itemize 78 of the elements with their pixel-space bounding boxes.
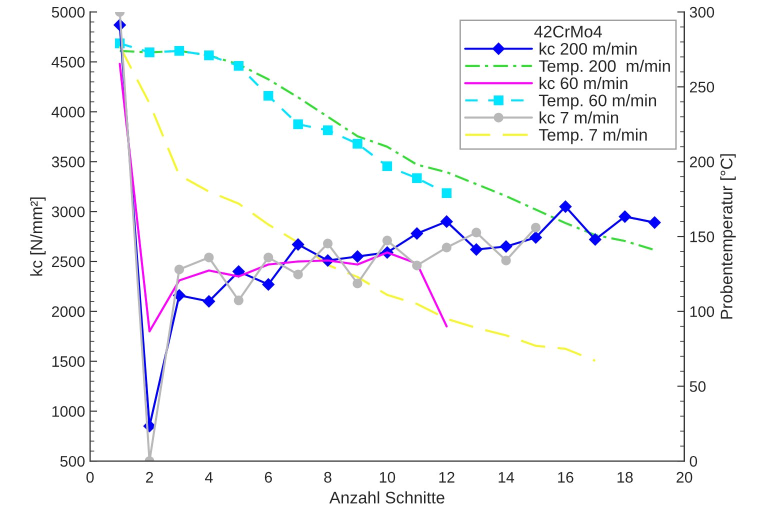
point bbox=[501, 256, 511, 266]
point bbox=[618, 210, 631, 223]
x-tick-label: 8 bbox=[324, 472, 332, 483]
point bbox=[174, 264, 184, 274]
y2-tick-label: 150 bbox=[690, 231, 714, 242]
point bbox=[293, 270, 303, 280]
point bbox=[204, 252, 214, 262]
y-tick-label: 4000 bbox=[52, 106, 85, 118]
point bbox=[352, 138, 362, 149]
point bbox=[470, 243, 482, 256]
line-series bbox=[118, 62, 448, 332]
y-tick-label: 1000 bbox=[52, 406, 85, 417]
y-tick-label: 500 bbox=[60, 456, 85, 467]
point bbox=[262, 278, 274, 291]
point bbox=[442, 188, 452, 198]
point bbox=[648, 216, 661, 229]
point bbox=[204, 50, 214, 60]
y2-tick-label: 100 bbox=[690, 306, 714, 318]
point bbox=[442, 242, 452, 252]
point bbox=[234, 61, 244, 71]
x-tick-label: 2 bbox=[146, 472, 153, 483]
point bbox=[202, 295, 216, 308]
x-tick-label: 16 bbox=[558, 472, 574, 483]
point bbox=[144, 48, 154, 58]
y2-axis-title: Probentemperatur [°C] bbox=[720, 154, 736, 319]
point bbox=[412, 173, 422, 184]
y2-tick-label: 0 bbox=[690, 456, 698, 467]
x-axis-title: Anzahl Schnitte bbox=[329, 491, 444, 504]
point bbox=[412, 260, 422, 270]
point bbox=[351, 250, 364, 263]
legend-label: kc 200 m/min bbox=[540, 42, 637, 55]
point bbox=[173, 289, 186, 302]
y-tick-label: 3000 bbox=[52, 206, 85, 218]
point bbox=[559, 200, 572, 213]
point bbox=[232, 265, 245, 278]
legend-label: Temp. 200 m/min bbox=[538, 60, 670, 76]
point bbox=[352, 278, 362, 288]
point bbox=[322, 125, 333, 136]
x-tick-label: 6 bbox=[264, 472, 272, 483]
point bbox=[263, 90, 274, 101]
legend-label: kc 60 m/min bbox=[540, 76, 628, 90]
point bbox=[530, 231, 542, 244]
y2-tick-label: 50 bbox=[690, 381, 706, 392]
x-tick-label: 10 bbox=[380, 472, 396, 483]
y-tick-label: 4500 bbox=[52, 56, 85, 68]
legend-label: Temp. 7 m/min bbox=[538, 128, 647, 144]
y2-tick-label: 250 bbox=[690, 82, 714, 93]
y-tick-label: 2500 bbox=[52, 256, 85, 268]
point bbox=[410, 227, 424, 240]
y-tick-label: 2000 bbox=[52, 306, 85, 318]
point bbox=[530, 222, 541, 232]
point bbox=[382, 236, 392, 246]
y2-tick-label: 300 bbox=[690, 6, 714, 18]
point bbox=[440, 215, 453, 228]
point bbox=[292, 238, 304, 251]
y2-tick-label: 200 bbox=[690, 156, 714, 168]
legend-label: Temp. 60 m/min bbox=[538, 94, 656, 110]
x-tick-label: 12 bbox=[439, 472, 454, 483]
point bbox=[234, 296, 244, 306]
legend-label: kc 7 m/min bbox=[540, 111, 618, 124]
y-tick-label: 5000 bbox=[52, 6, 85, 18]
y-axis-title: kc [N/mm²] bbox=[30, 197, 46, 276]
point bbox=[500, 240, 512, 253]
point bbox=[382, 161, 392, 172]
x-tick-label: 4 bbox=[205, 472, 213, 483]
point bbox=[471, 228, 482, 238]
point bbox=[293, 119, 303, 130]
legend-title: 42CrMo4 bbox=[534, 26, 602, 38]
y-tick-label: 1500 bbox=[52, 356, 85, 367]
point bbox=[174, 46, 184, 56]
point bbox=[322, 238, 333, 248]
x-tick-label: 0 bbox=[86, 472, 94, 483]
x-tick-label: 20 bbox=[676, 472, 692, 483]
y-tick-label: 3500 bbox=[52, 156, 85, 168]
point bbox=[589, 233, 602, 246]
x-tick-label: 18 bbox=[618, 472, 633, 483]
point bbox=[263, 252, 274, 262]
x-tick-label: 14 bbox=[498, 472, 514, 483]
